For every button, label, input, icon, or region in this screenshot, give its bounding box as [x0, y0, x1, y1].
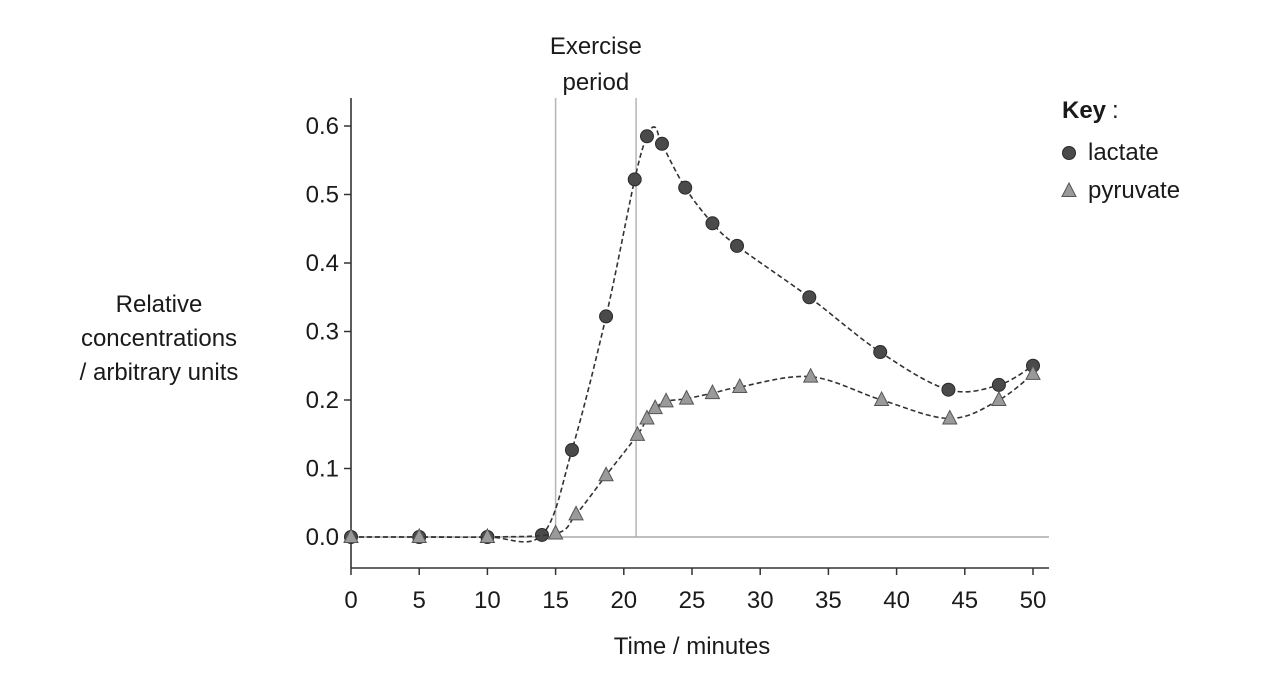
exercise-period-label: Exercise	[550, 33, 642, 60]
exercise-period-annotation: Exercise period	[550, 33, 642, 537]
series	[343, 126, 1041, 544]
pyruvate-point	[598, 466, 614, 482]
y-tick-label: 0.0	[306, 524, 339, 551]
legend-label: lactate	[1088, 139, 1159, 166]
x-tick-label: 5	[413, 587, 426, 614]
x-tick-label: 30	[747, 587, 774, 614]
lactate-point	[654, 136, 669, 151]
lactate-point	[873, 345, 888, 360]
lactate-point	[564, 443, 579, 458]
y-axis-label: concentrations	[81, 325, 237, 352]
legend-triangle-icon	[1061, 181, 1077, 197]
lactate-point	[627, 172, 642, 187]
pyruvate-point	[639, 409, 655, 425]
x-tick-label: 20	[610, 587, 637, 614]
axis-labels: Time / minutes Relative concentrations / ar…	[80, 291, 771, 660]
x-tick-label: 35	[815, 587, 842, 614]
lactate-point	[730, 238, 745, 253]
legend-circle-icon	[1062, 146, 1076, 160]
lactate-point	[991, 377, 1006, 392]
x-axis-label: Time / minutes	[614, 633, 770, 660]
x-tick-label: 0	[344, 587, 357, 614]
legend: Key: lactate pyruvate	[1061, 97, 1180, 204]
x-tick-label: 15	[542, 587, 569, 614]
y-tick-label: 0.5	[306, 182, 339, 209]
legend-label: pyruvate	[1088, 177, 1180, 204]
pyruvate-point	[1025, 364, 1041, 380]
pyruvate-point	[873, 390, 890, 406]
y-axis-label: Relative	[116, 291, 203, 318]
legend-item-pyruvate: pyruvate	[1061, 177, 1180, 204]
pyruvate-point	[658, 392, 674, 408]
exercise-period-label: period	[562, 69, 629, 96]
y-tick-label: 0.2	[306, 387, 339, 414]
pyruvate-point	[704, 384, 721, 400]
pyruvate-point	[629, 425, 646, 441]
lactate-point	[678, 180, 693, 195]
x-tick-label: 45	[951, 587, 978, 614]
pyruvate-point	[991, 390, 1007, 406]
lactate-point	[802, 290, 817, 305]
x-tick-label: 10	[474, 587, 501, 614]
pyruvate-point	[343, 527, 359, 543]
legend-title: Key	[1062, 97, 1107, 124]
y-axis-label: / arbitrary units	[80, 359, 239, 386]
x-tick-label: 40	[883, 587, 910, 614]
lactate-point	[534, 527, 549, 542]
x-tick-label: 50	[1020, 587, 1047, 614]
pyruvate-point	[678, 389, 695, 405]
lactate-point	[705, 216, 720, 231]
legend-title-colon: :	[1112, 97, 1119, 124]
pyruvate-point	[411, 527, 428, 543]
y-tick-label: 0.1	[306, 456, 339, 483]
pyruvate-point	[941, 409, 958, 425]
y-tick-label: 0.6	[306, 113, 339, 140]
lactate-point	[941, 382, 956, 397]
pyruvate-point	[568, 505, 584, 521]
pyruvate-point	[802, 367, 819, 383]
legend-item-lactate: lactate	[1062, 139, 1159, 166]
series-line-pyruvate	[351, 373, 1034, 539]
series-pyruvate	[343, 364, 1041, 543]
x-tick-label: 25	[679, 587, 706, 614]
axes: 0.0 0.1 0.2 0.3 0.4 0.5 0.6 0 5 10 15 20 25 30 35 40 45 5…	[306, 98, 1049, 614]
pyruvate-point	[479, 527, 496, 543]
y-tick-label: 0.3	[306, 319, 339, 346]
y-tick-label: 0.4	[306, 250, 339, 277]
series-lactate	[344, 126, 1040, 544]
pyruvate-point	[731, 377, 748, 393]
pyruvate-point	[547, 524, 564, 540]
lactate-point	[639, 129, 654, 144]
lactate-point	[599, 309, 614, 324]
